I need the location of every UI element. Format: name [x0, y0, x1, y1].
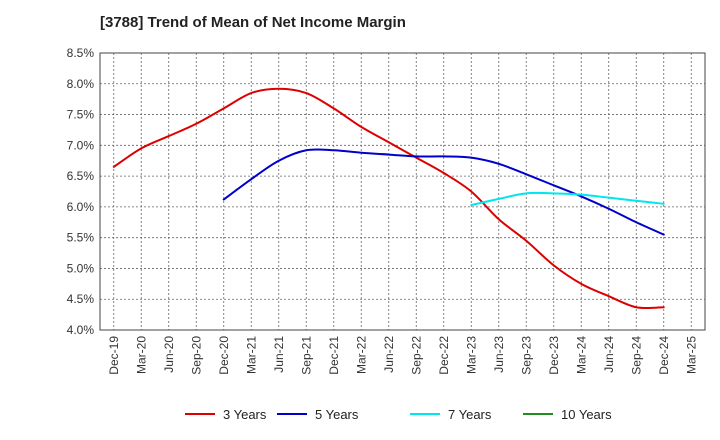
y-tick-label: 4.0% [67, 323, 95, 337]
x-tick-label: Mar-20 [134, 336, 148, 374]
x-tick-label: Mar-23 [464, 336, 478, 374]
x-axis-ticks: Dec-19 Mar-20 Jun-20 Sep-20 Dec-20 Mar-21 Jun-… [107, 336, 699, 375]
x-tick-label: Sep-24 [629, 336, 643, 375]
series-lines [112, 87, 665, 310]
plot-frame [99, 52, 706, 331]
y-tick-label: 8.5% [67, 46, 95, 60]
y-tick-label: 8.0% [67, 77, 95, 91]
series-line-2 [222, 148, 665, 236]
x-tick-label: Mar-25 [684, 336, 698, 374]
y-tick-label: 5.5% [67, 231, 95, 245]
legend-label: 10 Years [561, 407, 612, 422]
x-tick-label: Sep-20 [189, 336, 203, 375]
y-tick-label: 4.5% [67, 292, 95, 306]
legend-label: 5 Years [315, 407, 359, 422]
x-tick-label: Sep-21 [299, 336, 313, 375]
x-tick-label: Dec-20 [217, 336, 231, 375]
x-tick-label: Jun-21 [272, 336, 286, 373]
series-line-1 [112, 87, 665, 310]
x-tick-label: Jun-20 [162, 336, 176, 373]
x-tick-label: Mar-24 [574, 336, 588, 374]
x-tick-label: Sep-23 [519, 336, 533, 375]
legend-label: 3 Years [223, 407, 267, 422]
x-tick-label: Dec-23 [547, 336, 561, 375]
x-tick-label: Mar-21 [244, 336, 258, 374]
x-tick-label: Dec-19 [107, 336, 121, 375]
plot-background [100, 53, 705, 330]
series-line-3 [470, 191, 665, 207]
x-tick-label: Jun-24 [602, 336, 616, 373]
x-tick-label: Dec-21 [327, 336, 341, 375]
x-tick-label: Sep-22 [409, 336, 423, 375]
x-tick-label: Jun-22 [382, 336, 396, 373]
y-tick-label: 7.5% [67, 108, 95, 122]
legend: 3 Years 5 Years 7 Years 10 Years [185, 407, 612, 422]
x-tick-label: Mar-22 [354, 336, 368, 374]
y-tick-label: 6.0% [67, 200, 95, 214]
y-tick-label: 5.0% [67, 261, 95, 275]
y-tick-label: 7.0% [67, 138, 95, 152]
y-tick-label: 6.5% [67, 169, 95, 183]
x-tick-label: Dec-24 [657, 336, 671, 375]
x-tick-label: Dec-22 [437, 336, 451, 375]
chart-title: [3788] Trend of Mean of Net Income Margi… [100, 14, 406, 31]
x-tick-label: Jun-23 [492, 336, 506, 373]
y-axis-ticks: 4.0% 4.5% 5.0% 5.5% 6.0% 6.5% 7.0% 7.5% 8.0% 8.5% [67, 46, 95, 337]
legend-label: 7 Years [448, 407, 492, 422]
